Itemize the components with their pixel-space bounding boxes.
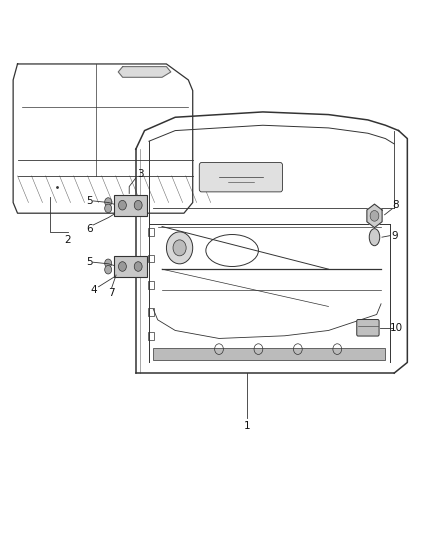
Bar [153,348,385,360]
Bar [148,332,154,340]
Bar [148,255,154,262]
Circle shape [370,211,379,221]
Text: 5: 5 [86,257,93,267]
Text: 4: 4 [91,286,98,295]
Circle shape [118,262,126,271]
Circle shape [105,259,112,268]
Text: 8: 8 [392,200,399,210]
Circle shape [118,200,126,210]
Text: 3: 3 [137,169,144,179]
Ellipse shape [369,229,380,246]
Text: 10: 10 [390,323,403,333]
Circle shape [105,204,112,213]
Polygon shape [118,67,171,77]
Text: 9: 9 [391,231,398,240]
Circle shape [105,265,112,274]
Bar [148,308,154,316]
FancyBboxPatch shape [199,163,283,192]
Text: 1: 1 [244,422,251,431]
Text: 7: 7 [108,288,115,298]
Text: 2: 2 [64,235,71,245]
Bar [114,256,147,277]
Circle shape [134,200,142,210]
Circle shape [134,262,142,271]
FancyBboxPatch shape [357,320,379,336]
Polygon shape [367,204,382,228]
Bar [148,281,154,289]
Text: 5: 5 [86,196,93,206]
Text: 6: 6 [86,224,93,234]
Circle shape [105,198,112,206]
Bar [114,195,147,216]
Circle shape [166,232,193,264]
Bar [148,228,154,236]
Circle shape [173,240,186,256]
